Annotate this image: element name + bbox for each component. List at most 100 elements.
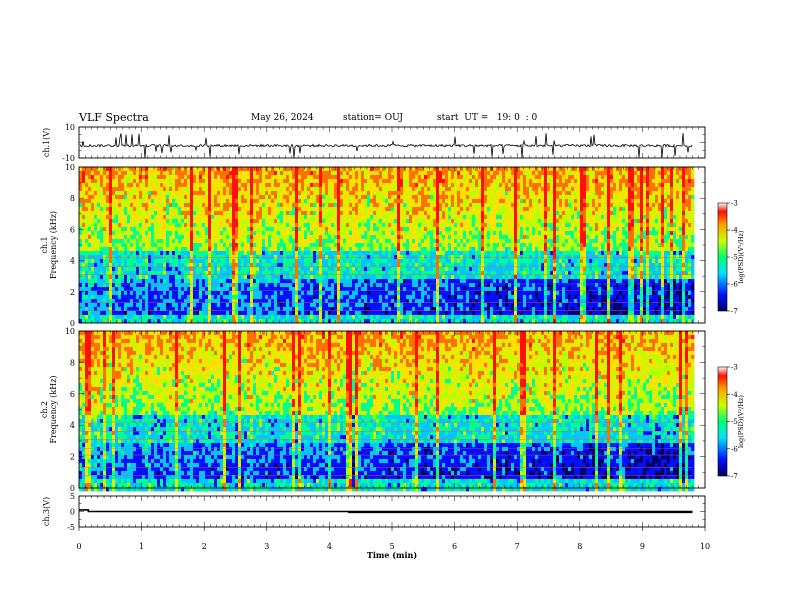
heatmap-cell-ch1	[685, 211, 689, 216]
heatmap-cell-ch1	[217, 231, 221, 236]
heatmap-cell-ch1	[541, 211, 545, 216]
heatmap-cell-ch1	[121, 239, 125, 244]
heatmap-cell-ch1	[535, 231, 539, 236]
heatmap-cell-ch1	[184, 175, 188, 180]
heatmap-cell-ch1	[475, 239, 479, 244]
heatmap-cell-ch1	[358, 231, 362, 236]
heatmap-cell-ch1	[373, 195, 377, 200]
heatmap-cell-ch1	[616, 235, 620, 240]
heatmap-cell-ch1	[334, 207, 338, 212]
heatmap-cell-ch1	[217, 243, 221, 248]
heatmap-cell-ch1	[529, 167, 533, 172]
heatmap-cell-ch1	[616, 243, 620, 248]
heatmap-cell-ch1	[496, 195, 500, 200]
heatmap-cell-ch1	[187, 195, 191, 200]
heatmap-cell-ch1	[88, 259, 92, 264]
heatmap-cell-ch1	[589, 179, 593, 184]
heatmap-cell-ch1	[556, 207, 560, 212]
heatmap-cell-ch1	[319, 175, 323, 180]
heatmap-cell-ch1	[568, 167, 572, 172]
heatmap-cell-ch1	[205, 211, 209, 216]
heatmap-cell-ch1	[271, 251, 275, 256]
heatmap-cell-ch1	[127, 263, 131, 268]
heatmap-cell-ch1	[541, 243, 545, 248]
heatmap-cell-ch1	[298, 263, 302, 268]
heatmap-cell-ch1	[598, 175, 602, 180]
heatmap-cell-ch1	[517, 179, 521, 184]
heatmap-cell-ch1	[322, 247, 326, 252]
heatmap-cell-ch1	[553, 207, 557, 212]
heatmap-cell-ch1	[133, 211, 137, 216]
heatmap-cell-ch1	[634, 179, 638, 184]
heatmap-cell-ch1	[133, 251, 137, 256]
heatmap-cell-ch1	[601, 211, 605, 216]
heatmap-cell-ch1	[217, 187, 221, 192]
heatmap-cell-ch1	[613, 195, 617, 200]
heatmap-cell-ch1	[142, 207, 146, 212]
heatmap-cell-ch1	[283, 239, 287, 244]
heatmap-cell-ch1	[469, 247, 473, 252]
heatmap-cell-ch1	[106, 231, 110, 236]
heatmap-cell-ch1	[385, 227, 389, 232]
heatmap-cell-ch1	[337, 239, 341, 244]
heatmap-cell-ch1	[295, 183, 299, 188]
heatmap-cell-ch1	[241, 195, 245, 200]
heatmap-cell-ch1	[316, 203, 320, 208]
heatmap-cell-ch1	[454, 187, 458, 192]
heatmap-cell-ch1	[340, 211, 344, 216]
heatmap-cell-ch1	[481, 203, 485, 208]
heatmap-cell-ch1	[250, 199, 254, 204]
heatmap-cell-ch1	[265, 179, 269, 184]
heatmap-cell-ch1	[193, 223, 197, 228]
heatmap-cell-ch1	[169, 203, 173, 208]
heatmap-cell-ch1	[391, 243, 395, 248]
heatmap-cell-ch1	[262, 199, 266, 204]
heatmap-cell-ch1	[349, 187, 353, 192]
heatmap-cell-ch1	[190, 239, 194, 244]
heatmap-cell-ch1	[514, 167, 518, 172]
heatmap-cell-ch1	[529, 187, 533, 192]
heatmap-cell-ch1	[640, 215, 644, 220]
heatmap-cell-ch1	[637, 235, 641, 240]
heatmap-cell-ch1	[604, 195, 608, 200]
heatmap-cell-ch1	[280, 251, 284, 256]
heatmap-cell-ch1	[127, 235, 131, 240]
heatmap-cell-ch1	[379, 215, 383, 220]
heatmap-cell-ch1	[571, 187, 575, 192]
heatmap-cell-ch1	[580, 223, 584, 228]
heatmap-cell-ch1	[124, 207, 128, 212]
heatmap-cell-ch1	[562, 259, 566, 264]
heatmap-cell-ch1	[274, 235, 278, 240]
heatmap-cell-ch1	[454, 195, 458, 200]
heatmap-cell-ch1	[589, 239, 593, 244]
heatmap-cell-ch1	[451, 239, 455, 244]
heatmap-cell-ch1	[682, 243, 686, 248]
heatmap-cell-ch1	[277, 239, 281, 244]
heatmap-cell-ch1	[397, 247, 401, 252]
heatmap-cell-ch1	[406, 211, 410, 216]
heatmap-cell-ch1	[271, 183, 275, 188]
heatmap-cell-ch1	[262, 239, 266, 244]
heatmap-cell-ch1	[106, 187, 110, 192]
heatmap-cell-ch1	[493, 191, 497, 196]
heatmap-cell-ch1	[562, 219, 566, 224]
heatmap-cell-ch1	[562, 187, 566, 192]
heatmap-cell-ch1	[118, 231, 122, 236]
heatmap-cell-ch1	[409, 239, 413, 244]
heatmap-cell-ch1	[172, 239, 176, 244]
heatmap-cell-ch1	[310, 203, 314, 208]
heatmap-cell-ch1	[508, 231, 512, 236]
heatmap-cell-ch1	[265, 247, 269, 252]
heatmap-cell-ch1	[688, 191, 692, 196]
heatmap-cell-ch1	[88, 235, 92, 240]
heatmap-cell-ch1	[667, 239, 671, 244]
heatmap-cell-ch1	[586, 259, 590, 264]
heatmap-cell-ch1	[307, 167, 311, 172]
heatmap-cell-ch1	[154, 263, 158, 268]
heatmap-cell-ch1	[271, 259, 275, 264]
heatmap-cell-ch1	[445, 207, 449, 212]
heatmap-cell-ch1	[307, 247, 311, 252]
heatmap-cell-ch1	[421, 247, 425, 252]
heatmap-cell-ch1	[487, 211, 491, 216]
heatmap-cell-ch1	[190, 203, 194, 208]
